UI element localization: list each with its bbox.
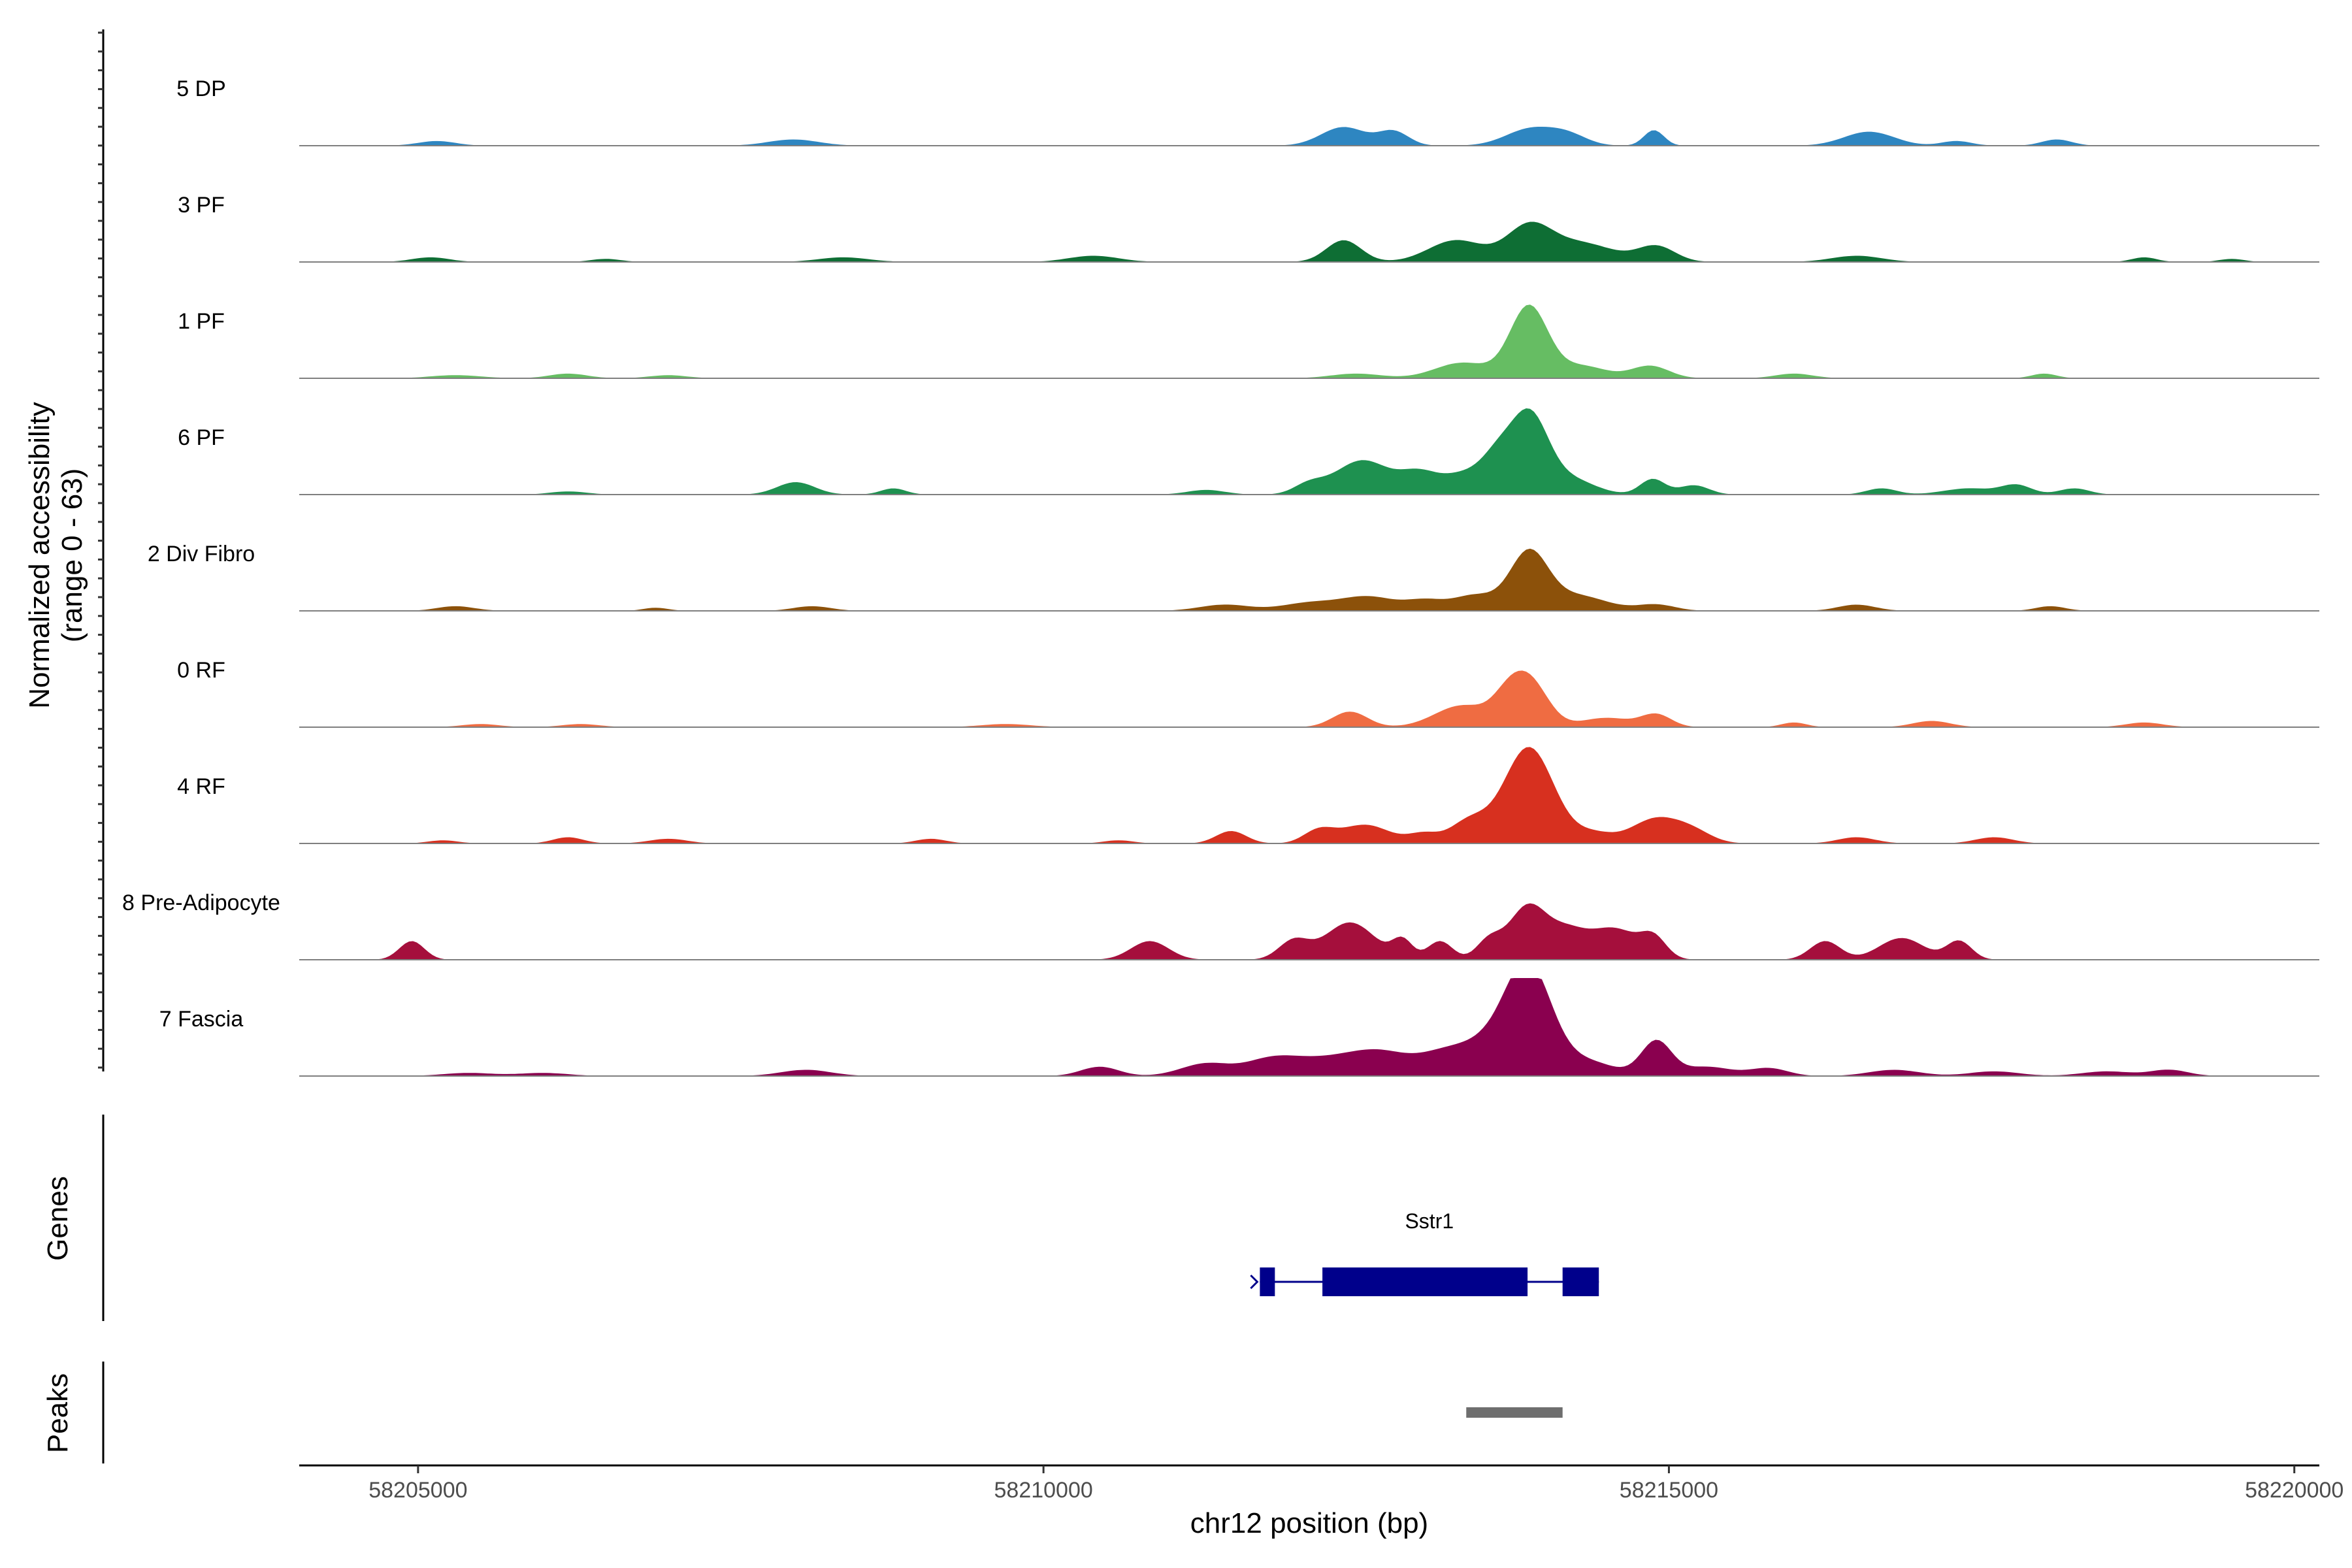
exon <box>1260 1267 1275 1296</box>
track-1-pf: 1 PF <box>178 304 2319 379</box>
coverage-area <box>299 747 2319 843</box>
y-axis-ticks <box>98 31 103 1069</box>
track-7-fascia: 7 Fascia <box>159 978 2319 1077</box>
track-label: 3 PF <box>178 193 225 218</box>
x-tick-label: 58210000 <box>994 1478 1093 1503</box>
track-5-dp: 5 DP <box>176 76 2319 146</box>
coverage-area <box>299 670 2319 727</box>
track-label: 5 DP <box>176 76 226 101</box>
x-tick-label: 58205000 <box>368 1478 467 1503</box>
track-3-pf: 3 PF <box>178 193 2319 263</box>
track-label: 4 RF <box>177 774 225 799</box>
coverage-area <box>299 548 2319 611</box>
track-label: 7 Fascia <box>159 1007 244 1032</box>
peak-region <box>1466 1407 1563 1418</box>
genes-track: Genes Sstr1 <box>42 1115 1599 1321</box>
coverage-area <box>299 408 2319 495</box>
track-label: 2 Div Fibro <box>148 542 255 566</box>
coverage-area <box>299 127 2319 146</box>
x-tick-label: 58220000 <box>2245 1478 2344 1503</box>
exon <box>1562 1267 1599 1296</box>
track-label: 8 Pre-Adipocyte <box>122 890 280 915</box>
track-4-rf: 4 RF <box>177 747 2319 844</box>
gene-label: Sstr1 <box>1405 1209 1454 1233</box>
peaks-track-label: Peaks <box>42 1373 74 1453</box>
exon <box>1322 1267 1528 1296</box>
track-2-div-fibro: 2 Div Fibro <box>148 542 2319 612</box>
track-label: 0 RF <box>177 658 225 683</box>
coverage-area <box>299 978 2319 1076</box>
coverage-area <box>299 903 2319 960</box>
coverage-tracks: 5 DP 3 PF 1 PF 6 PF 2 Div Fibro 0 RF 4 RF 8 Pre… <box>122 76 2319 1077</box>
x-axis: 58205000 58210000 58215000 58220000 <box>299 1464 2344 1503</box>
track-6-pf: 6 PF <box>178 408 2319 495</box>
y-axis-range-label: (range 0 - 63) <box>56 468 88 643</box>
track-8-pre-adipocyte: 8 Pre-Adipocyte <box>122 890 2319 960</box>
strand-arrow <box>1250 1274 1259 1290</box>
track-0-rf: 0 RF <box>177 658 2319 728</box>
coverage-area <box>299 221 2319 262</box>
y-axis-title: Normalized accessibility (range 0 - 63) <box>24 402 88 708</box>
coverage-area <box>299 304 2319 378</box>
track-label: 6 PF <box>178 425 225 450</box>
gene-sstr1: Sstr1 <box>1250 1209 1599 1296</box>
peaks-track: Peaks <box>42 1362 1563 1463</box>
track-label: 1 PF <box>178 309 225 334</box>
x-tick-label: 58215000 <box>1620 1478 1718 1503</box>
x-axis-label: chr12 position (bp) <box>1190 1507 1428 1539</box>
genes-track-label: Genes <box>42 1176 74 1261</box>
y-axis-label: Normalized accessibility <box>24 402 56 708</box>
